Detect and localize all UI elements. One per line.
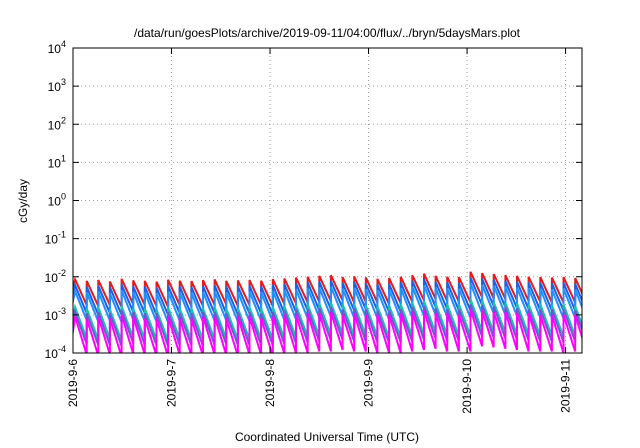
y-axis-label: cGy/day xyxy=(16,179,30,223)
y-tick-label: 103 xyxy=(48,77,66,94)
x-tick-label: 2019-9-10 xyxy=(460,359,474,414)
grid-lines xyxy=(73,48,582,353)
y-tick-label: 100 xyxy=(48,192,66,209)
y-tick-label: 102 xyxy=(48,115,66,132)
x-tick-label: 2019-9-6 xyxy=(66,359,80,407)
x-axis-label: Coordinated Universal Time (UTC) xyxy=(235,430,419,444)
chart-title: /data/run/goesPlots/archive/2019-09-11/0… xyxy=(134,26,521,40)
y-tick-label: 104 xyxy=(48,39,66,56)
y-tick-label: 101 xyxy=(48,153,66,170)
y-tick-label: 10-1 xyxy=(45,230,66,247)
y-tick-label: 10-3 xyxy=(45,306,66,323)
x-tick-label: 2019-9-8 xyxy=(263,359,277,407)
y-tick-label: 10-2 xyxy=(45,268,66,285)
x-axis: 2019-9-6 2019-9-7 2019-9-8 2019-9-9 2019-9-1… xyxy=(66,48,573,414)
x-tick-label: 2019-9-7 xyxy=(165,359,179,407)
x-tick-label: 2019-9-9 xyxy=(362,359,376,407)
y-axis: 10-4 10-3 10-2 10-1 100 101 102 103 104 xyxy=(45,39,582,361)
series-group xyxy=(73,271,582,353)
series-line-6 xyxy=(73,309,582,353)
x-tick-label: 2019-9-11 xyxy=(559,359,573,413)
y-tick-label: 10-4 xyxy=(45,344,66,361)
